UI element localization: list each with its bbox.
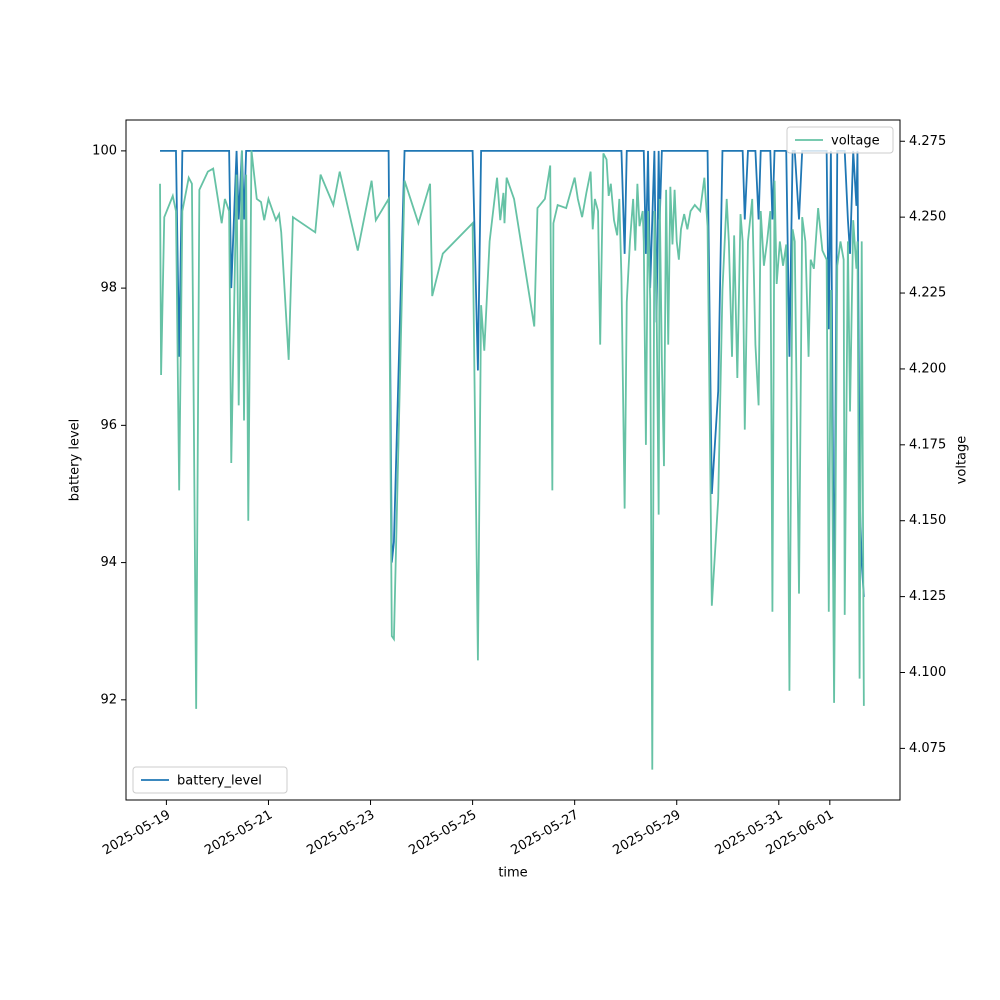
x-tick-label: 2025-05-25 [406, 808, 479, 859]
y2-tick-label: 4.175 [909, 437, 946, 452]
x-tick-label: 2025-05-27 [508, 808, 581, 859]
x-tick-label: 2025-05-23 [304, 808, 377, 859]
y-tick-label: 98 [100, 281, 117, 296]
line-series [160, 149, 865, 632]
y2-tick-label: 4.075 [909, 741, 946, 756]
y-tick-label: 96 [100, 418, 117, 433]
y2-tick-label: 4.275 [909, 134, 946, 149]
legend-label: voltage [831, 134, 880, 149]
x-tick-label: 2025-05-19 [100, 808, 173, 859]
y2-tick-label: 4.250 [909, 210, 946, 225]
y-axis-label: battery level [68, 419, 83, 502]
y-tick-label: 94 [100, 555, 117, 570]
legend-box [132, 766, 288, 794]
x-tick-label: 2025-05-29 [611, 808, 684, 859]
x-tick-label: 2025-05-21 [202, 808, 275, 859]
y2-tick-label: 4.125 [909, 589, 946, 604]
y2-tick-label: 4.100 [909, 665, 946, 680]
legend-label: battery_level [177, 774, 262, 789]
y-tick-label: 100 [92, 143, 117, 158]
line-series [159, 150, 865, 770]
y2-axis-label: voltage [955, 436, 970, 485]
plot-frame [125, 119, 901, 801]
legend-box [786, 126, 894, 154]
y2-tick-label: 4.150 [909, 513, 946, 528]
y2-tick-label: 4.200 [909, 361, 946, 376]
x-axis-label: time [498, 866, 527, 881]
y2-tick-label: 4.225 [909, 286, 946, 301]
y-tick-label: 92 [100, 692, 117, 707]
